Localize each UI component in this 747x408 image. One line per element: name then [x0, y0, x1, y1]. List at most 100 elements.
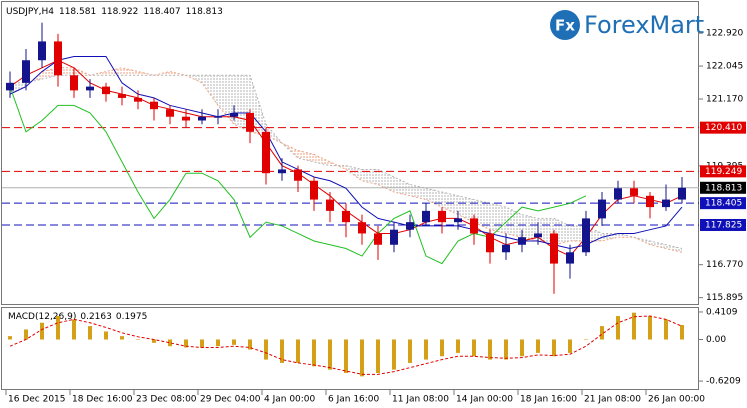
candle-body	[182, 116, 190, 121]
candle-body	[534, 233, 542, 238]
macd-bar	[216, 339, 220, 347]
logo-icon	[550, 10, 580, 40]
cloud-segment	[106, 67, 122, 76]
macd-y-tick-label: 0.4109	[706, 307, 738, 317]
candle-body	[438, 210, 446, 223]
macd-bar	[568, 339, 572, 353]
macd-bar	[328, 339, 332, 370]
cloud-span-b	[10, 74, 683, 250]
candle-body	[358, 222, 366, 234]
y-tick-label: 122.920	[706, 29, 743, 39]
x-tick-label: 18 Jan 16:00	[520, 395, 577, 405]
x-tick-label: 18 Dec 16:00	[72, 395, 133, 405]
macd-bar	[392, 339, 396, 370]
macd-bar	[200, 339, 204, 348]
candle-body	[38, 41, 46, 61]
candle-body	[326, 199, 334, 211]
y-tick-label: 122.045	[706, 62, 743, 72]
macd-bar	[8, 336, 12, 340]
level-label: 120.410	[705, 123, 742, 133]
candle-body	[54, 41, 62, 76]
cloud-segment	[218, 75, 234, 125]
candle-body	[550, 233, 558, 264]
level-label: 118.405	[705, 199, 742, 209]
x-tick-label: 21 Jan 08:00	[584, 395, 641, 405]
macd-bar	[680, 325, 684, 340]
x-tick-label: 14 Jan 00:00	[456, 395, 513, 405]
candle-body	[422, 210, 430, 223]
candle-body	[518, 237, 526, 245]
macd-panel-frame	[1, 307, 699, 390]
candle-body	[614, 188, 622, 200]
candle-body	[582, 218, 590, 253]
cloud-segment	[426, 188, 442, 208]
macd-bar	[424, 339, 428, 360]
macd-bar	[312, 339, 316, 367]
candle-body	[70, 75, 78, 91]
level-label: 118.813	[705, 183, 742, 193]
x-tick-label: 16 Dec 2015	[8, 395, 66, 405]
macd-bar	[520, 339, 524, 357]
macd-signal-line	[9, 315, 683, 375]
macd-bar	[648, 316, 652, 340]
macd-main-value: 0.2163	[80, 312, 112, 322]
level-label-box	[700, 121, 746, 134]
macd-bar	[536, 339, 540, 353]
level-label-box	[700, 218, 746, 231]
candle-body	[278, 169, 286, 174]
cloud-segment	[506, 207, 522, 238]
macd-bar	[440, 339, 444, 357]
macd-bar	[40, 322, 44, 340]
candle-body	[134, 97, 142, 102]
cloud-segment	[650, 240, 666, 249]
candle-body	[646, 195, 654, 208]
cloud-segment	[122, 67, 138, 76]
candle-body	[198, 116, 206, 121]
macd-bar	[184, 339, 188, 348]
macd-bar	[552, 339, 556, 357]
macd-bar	[600, 326, 604, 340]
cloud-segment	[362, 169, 378, 185]
macd-bar	[344, 339, 348, 373]
candle-body	[678, 187, 686, 200]
macd-bar	[24, 329, 28, 340]
header-value: 118.581	[59, 7, 96, 17]
candle-body	[150, 101, 158, 110]
candle-body	[246, 112, 254, 132]
macd-bar	[280, 339, 284, 363]
y-tick-label: 121.170	[706, 95, 743, 105]
macd-bar	[264, 339, 268, 360]
y-tick-label: 116.770	[706, 260, 743, 270]
logo-icon-text: Fx	[555, 17, 575, 35]
y-tick-label: 115.895	[706, 293, 743, 303]
cloud-segment	[346, 165, 362, 181]
cloud-segment	[154, 71, 170, 76]
candle-body	[486, 233, 494, 253]
candle-body	[310, 180, 318, 200]
candle-body	[6, 82, 14, 91]
candle-body	[118, 94, 126, 98]
candle-body	[374, 233, 382, 245]
macd-bar	[152, 339, 156, 343]
candle-body	[22, 60, 30, 83]
x-tick-label: 29 Dec 04:00	[200, 395, 261, 405]
macd-bar	[360, 339, 364, 377]
candle-body	[214, 116, 222, 118]
cloud-segment	[394, 176, 410, 196]
candle-body	[262, 131, 270, 174]
candle-body	[390, 229, 398, 245]
macd-bar	[296, 339, 300, 363]
x-tick-label: 26 Jan 00:00	[648, 395, 705, 405]
macd-signal-value: 0.1975	[116, 312, 148, 322]
level-label: 117.825	[705, 220, 742, 230]
cloud-segment	[330, 161, 346, 170]
candle-body	[662, 199, 670, 208]
level-label: 119.249	[705, 167, 742, 177]
macd-bar	[664, 319, 668, 340]
x-tick-label: 11 Jan 08:00	[392, 395, 449, 405]
cloud-segment	[138, 71, 154, 76]
cloud-segment	[602, 233, 618, 241]
macd-bar	[376, 339, 380, 373]
